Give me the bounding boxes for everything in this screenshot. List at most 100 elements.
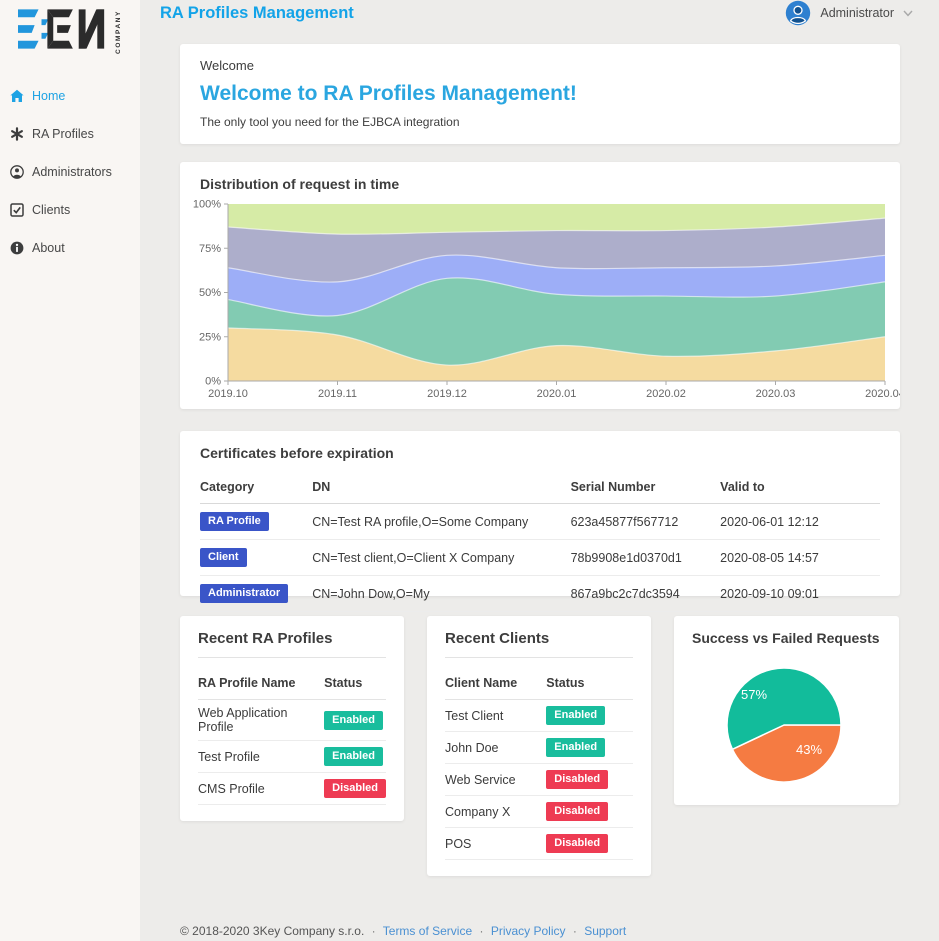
footer-link-support[interactable]: Support [584,924,627,938]
distribution-title: Distribution of request in time [200,176,400,192]
serial-cell: 867a9bc2c7dc3594 [570,575,721,612]
list-item: CMS Profile Disabled [198,772,386,805]
pie-slice-label: 43% [796,742,822,757]
list-item: POS Disabled [445,827,633,860]
axis-tick-label: 2020.04 [865,388,900,400]
status-badge: Enabled [546,738,606,757]
list-item: Test Client Enabled [445,699,633,732]
status-badge: Disabled [324,779,386,798]
sidebar: COMPANY Home RA Profiles Administrators [0,0,140,941]
separator: · [479,924,484,938]
table-row: RA Profile CN=Test RA profile,O=Some Com… [200,503,880,540]
sidebar-item-about[interactable]: About [0,229,140,267]
axis-tick-label: 2020.02 [646,388,686,400]
requests-pie-chart: 43% 57% [726,667,842,783]
profile-name: Test Profile [198,740,325,773]
status-badge: Disabled [546,834,609,853]
client-name: POS [445,827,547,860]
requests-pie-card: Success vs Failed Requests 43% 57% [674,616,899,805]
profile-name: CMS Profile [198,772,325,805]
welcome-card: Welcome Welcome to RA Profiles Managemen… [180,44,900,144]
footer-link-privacy[interactable]: Privacy Policy [490,924,566,938]
recent-ra-profiles-card: Recent RA Profiles RA Profile Name Statu… [180,616,404,821]
list-item: Company X Disabled [445,795,633,828]
user-name: Administrator [820,6,894,20]
column-header: Valid to [720,473,880,504]
axis-tick-label: 2019.10 [208,388,248,400]
dn-cell: CN=Test client,O=Client X Company [312,539,571,576]
content: Welcome Welcome to RA Profiles Managemen… [140,26,939,941]
footer-link-terms[interactable]: Terms of Service [382,924,473,938]
distribution-card: Distribution of request in time 0% 25% 50%… [180,162,900,409]
user-menu[interactable]: Administrator [785,0,913,26]
client-name: John Doe [445,731,547,764]
list-item: John Doe Enabled [445,731,633,764]
asterisk-icon [10,127,24,141]
column-header: Category [200,473,313,504]
3key-logo-icon [18,9,105,49]
list-item: Web Service Disabled [445,763,633,796]
column-header: Client Name [445,668,547,700]
category-badge: RA Profile [200,512,269,531]
home-icon [10,89,24,103]
welcome-title: Welcome to RA Profiles Management! [200,82,577,105]
dn-cell: CN=Test RA profile,O=Some Company [312,503,571,540]
category-badge: Administrator [200,584,289,603]
axis-tick-label: 2019.12 [427,388,467,400]
sidebar-item-administrators[interactable]: Administrators [0,153,140,191]
sidebar-item-label: Administrators [32,165,112,179]
recent-clients-card: Recent Clients Client Name Status Test C… [427,616,651,876]
valid-to-cell: 2020-09-10 09:01 [720,575,880,612]
column-header: Serial Number [570,473,721,504]
axis-tick-label: 100% [193,199,221,211]
axis-tick-label: 0% [205,376,221,388]
separator: · [371,924,376,938]
client-name: Test Client [445,699,547,732]
axis-tick-label: 2020.01 [537,388,577,400]
company-logo[interactable]: COMPANY [0,0,140,60]
sidebar-item-label: About [32,241,65,255]
certificates-table: Category DN Serial Number Valid to RA Pr… [200,473,880,612]
serial-cell: 78b9908e1d0370d1 [570,539,721,576]
main-area: RA Profiles Management Administrator Wel… [140,0,939,941]
user-circle-icon [10,165,24,179]
info-circle-icon [10,241,24,255]
status-badge: Disabled [546,770,609,789]
sidebar-item-home[interactable]: Home [0,77,140,115]
pie-slice-label: 57% [741,687,767,702]
status-badge: Disabled [546,802,609,821]
axis-tick-label: 25% [199,331,221,343]
recent-ra-profiles-table: RA Profile Name Status Web Application P… [198,668,386,805]
column-header: Status [546,668,633,700]
axis-tick-label: 75% [199,243,221,255]
recent-ra-profiles-title: Recent RA Profiles [198,630,386,658]
sidebar-nav: Home RA Profiles Administrators Clients [0,60,140,267]
list-item: Web Application Profile Enabled [198,699,386,741]
sidebar-item-label: RA Profiles [32,127,94,141]
status-badge: Enabled [324,710,383,730]
recent-clients-title: Recent Clients [445,630,633,658]
column-header: Status [324,668,386,700]
welcome-subtitle: The only tool you need for the EJBCA int… [200,115,460,129]
valid-to-cell: 2020-08-05 14:57 [720,539,880,576]
sidebar-item-label: Home [32,89,66,103]
page-title: RA Profiles Management [160,3,354,22]
dn-cell: CN=John Dow,O=My [312,575,571,612]
requests-pie-title: Success vs Failed Requests [692,630,880,646]
certificates-title: Certificates before expiration [200,445,394,461]
table-row: Administrator CN=John Dow,O=My 867a9bc2c… [200,575,880,612]
axis-tick-label: 2020.03 [756,388,796,400]
status-badge: Enabled [324,747,383,766]
certificates-card: Certificates before expiration Category … [180,431,900,612]
client-name: Company X [445,795,547,828]
serial-cell: 623a45877f567712 [570,503,721,540]
avatar [786,0,811,26]
table-row: Client CN=Test client,O=Client X Company… [200,539,880,576]
sidebar-item-ra-profiles[interactable]: RA Profiles [0,115,140,153]
profile-name: Web Application Profile [198,699,325,741]
list-item: Test Profile Enabled [198,740,386,773]
topbar: RA Profiles Management Administrator [140,0,939,26]
bottom-row: Recent RA Profiles RA Profile Name Statu… [180,616,900,876]
sidebar-item-clients[interactable]: Clients [0,191,140,229]
